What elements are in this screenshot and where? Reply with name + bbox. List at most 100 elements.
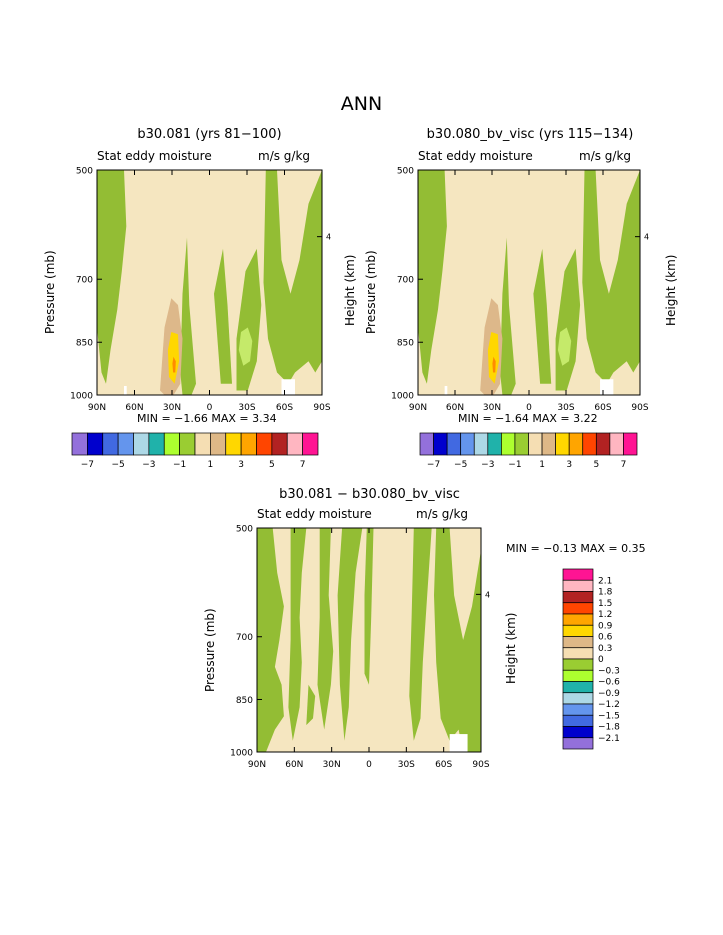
y2-tick-label: 4 bbox=[644, 233, 649, 242]
colorbar-box bbox=[562, 658, 594, 671]
x-tick-label: 30S bbox=[238, 403, 255, 413]
y-tick-label: 500 bbox=[76, 167, 93, 177]
units-label: m/s g/kg bbox=[579, 149, 632, 163]
colorbar-label: −3 bbox=[142, 460, 155, 470]
colorbar-box bbox=[562, 681, 594, 694]
x-tick-label: 90S bbox=[472, 760, 489, 770]
contour-region bbox=[306, 684, 316, 726]
colorbar-label: 1.2 bbox=[598, 610, 612, 620]
x-tick-label: 60N bbox=[125, 403, 143, 413]
y-tick-label: 1000 bbox=[230, 749, 253, 759]
contour-region bbox=[533, 248, 552, 384]
colorbar-label: 0.6 bbox=[598, 633, 613, 643]
field-label: Stat eddy moisture bbox=[97, 149, 212, 163]
x-tick-label: 60S bbox=[594, 403, 611, 413]
colorbar-label: 3 bbox=[238, 460, 244, 470]
contour-region bbox=[434, 528, 481, 752]
y-tick-label: 700 bbox=[236, 633, 253, 643]
y2-tick-label: 4 bbox=[485, 590, 490, 599]
x-tick-label: 90S bbox=[313, 403, 330, 413]
page-title: ANN bbox=[340, 93, 383, 115]
min-max-label: MIN = −0.13 MAX = 0.35 bbox=[506, 542, 646, 555]
colorbar-label: −7 bbox=[81, 460, 94, 470]
colorbar-label: −0.9 bbox=[598, 689, 620, 699]
colorbar-box bbox=[562, 714, 594, 727]
colorbar-label: −5 bbox=[111, 460, 124, 470]
colorbar-box bbox=[562, 568, 594, 581]
contour-region bbox=[238, 327, 253, 366]
contour-region bbox=[557, 327, 572, 366]
colorbar-label: 2.1 bbox=[598, 576, 612, 586]
colorbar-label: −3 bbox=[481, 460, 494, 470]
contour-region bbox=[500, 237, 516, 395]
y2-tick-label: 4 bbox=[326, 233, 331, 242]
colorbar-label: 5 bbox=[269, 460, 275, 470]
topography-mask bbox=[449, 734, 468, 752]
colorbar-box bbox=[562, 636, 594, 649]
min-max-label: MIN = −1.64 MAX = 3.22 bbox=[458, 412, 598, 425]
field-label: Stat eddy moisture bbox=[418, 149, 533, 163]
x-tick-label: 30N bbox=[483, 403, 501, 413]
colorbar-box bbox=[562, 624, 594, 637]
contour-region bbox=[180, 237, 196, 395]
y-tick-label: 850 bbox=[76, 339, 93, 349]
colorbar-label: 7 bbox=[300, 460, 306, 470]
colorbar-label: −1 bbox=[508, 460, 521, 470]
x-tick-label: 30S bbox=[398, 760, 415, 770]
colorbar-label: 0.3 bbox=[598, 644, 612, 654]
colorbar-label: 0.9 bbox=[598, 621, 613, 631]
contour-region bbox=[364, 528, 374, 685]
x-tick-label: 60N bbox=[446, 403, 464, 413]
contour-region bbox=[214, 248, 232, 384]
x-tick-label: 0 bbox=[207, 403, 213, 413]
y-tick-label: 500 bbox=[397, 167, 414, 177]
x-tick-label: 60S bbox=[276, 403, 293, 413]
contour-region bbox=[409, 528, 432, 741]
colorbar-box bbox=[562, 613, 594, 626]
colorbar-box bbox=[562, 591, 594, 604]
colorbar-label: 3 bbox=[566, 460, 572, 470]
x-tick-label: 0 bbox=[526, 403, 532, 413]
colorbar-box bbox=[562, 692, 594, 705]
colorbar-label: 7 bbox=[621, 460, 627, 470]
colorbar-box bbox=[562, 726, 594, 739]
panel-title: b30.081 (yrs 81−100) bbox=[137, 127, 282, 142]
colorbar-label: −1.5 bbox=[598, 711, 620, 721]
y-tick-label: 850 bbox=[397, 339, 414, 349]
colorbar-box bbox=[562, 602, 594, 615]
x-tick-label: 90N bbox=[409, 403, 427, 413]
colorbar-label: −1 bbox=[173, 460, 186, 470]
colorbar-box bbox=[562, 579, 594, 592]
contour-region bbox=[582, 170, 640, 384]
y-tick-label: 1000 bbox=[70, 392, 93, 402]
y-tick-label: 700 bbox=[76, 276, 93, 286]
contour-region bbox=[97, 170, 127, 384]
x-tick-label: 60N bbox=[285, 760, 303, 770]
topography-mask bbox=[444, 386, 448, 395]
x-tick-label: 30N bbox=[323, 760, 341, 770]
contour-region bbox=[418, 170, 447, 384]
colorbar-box bbox=[562, 669, 594, 682]
x-tick-label: 30S bbox=[557, 403, 574, 413]
x-tick-label: 90N bbox=[248, 760, 266, 770]
colorbar-label: −2.1 bbox=[598, 734, 620, 744]
colorbar-label: −5 bbox=[454, 460, 467, 470]
colorbar-label: −0.6 bbox=[598, 678, 620, 688]
y-tick-label: 850 bbox=[236, 696, 253, 706]
contour-region bbox=[492, 356, 496, 373]
contour-region bbox=[337, 528, 363, 741]
topography-mask bbox=[124, 386, 127, 395]
colorbar-box bbox=[562, 647, 594, 660]
colorbar-label: 0 bbox=[598, 655, 604, 665]
y-tick-label: 700 bbox=[397, 276, 414, 286]
colorbar-label: 5 bbox=[593, 460, 599, 470]
colorbar-box bbox=[562, 737, 594, 750]
colorbar-label: 1.5 bbox=[598, 599, 612, 609]
colorbar-box bbox=[562, 703, 594, 716]
y-tick-label: 1000 bbox=[391, 392, 414, 402]
